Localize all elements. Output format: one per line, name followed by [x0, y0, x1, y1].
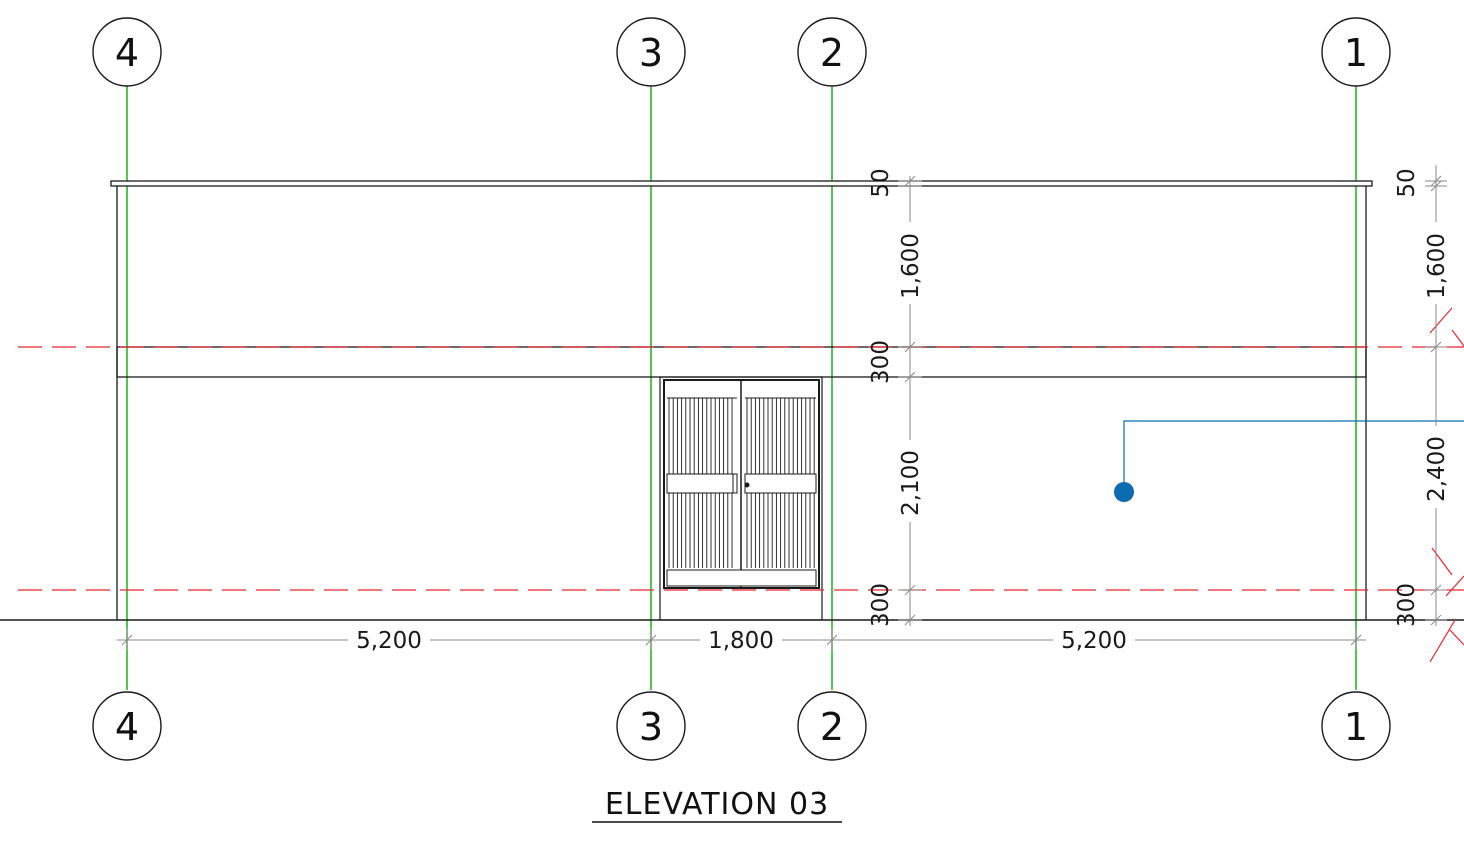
vdim-right-label-1600: 1,600 [1424, 233, 1450, 299]
hdim-slash-4 [121, 634, 133, 646]
vdim-right-slash-a [1430, 175, 1442, 187]
level-marker-low [1429, 619, 1456, 663]
drawing-title-block: ELEVATION 03 [592, 787, 842, 823]
door-bottom-rail [666, 569, 817, 587]
vdim-mid-bg-1600 [895, 222, 925, 304]
hdim-bg-2 [700, 626, 782, 652]
hdim-slash-1 [1350, 634, 1362, 646]
level-marker-mid [1431, 547, 1453, 576]
vdim-right-slash-b [1430, 180, 1442, 192]
hdim-label-2: 1,800 [708, 628, 774, 654]
grid-bubble-top-2[interactable]: 2 [797, 17, 867, 87]
grid-label: 1 [1344, 31, 1368, 75]
door-handle-plate [732, 473, 738, 494]
grid-bubble-bottom-4[interactable]: 4 [92, 691, 162, 761]
grid-bubble-bottom-2[interactable]: 2 [797, 691, 867, 761]
grid-bubble-top-3[interactable]: 3 [616, 17, 686, 87]
door-knob [744, 482, 750, 488]
vertical-dim-labels-mid: 50 1,600 300 2,100 300 [868, 168, 925, 627]
grid-bubble-top-4[interactable]: 4 [92, 17, 162, 87]
bubble-circle [797, 691, 867, 761]
bubble-circle [1321, 691, 1391, 761]
roof-cap [110, 180, 1373, 187]
vdim-mid-slash-d [904, 584, 916, 596]
vdim-mid-label-1600: 1,600 [898, 233, 924, 299]
hdim-label-3: 5,200 [1061, 628, 1127, 654]
grid-bubbles-top: 4 3 2 1 [92, 17, 1391, 87]
level-marker-upper-b [1451, 329, 1464, 347]
hdim-bg-1 [348, 626, 430, 652]
hdim-slash-3 [645, 634, 657, 646]
grid-lines [126, 86, 1357, 690]
vdim-right-label-300: 300 [1394, 583, 1420, 627]
grid-label: 4 [115, 31, 139, 75]
grid-label: 3 [639, 705, 663, 749]
vdim-mid-bg-2100 [895, 440, 925, 522]
grid-label: 3 [639, 31, 663, 75]
door-opening [659, 376, 823, 621]
hdim-bg-3 [1053, 626, 1135, 652]
double-door [659, 376, 823, 621]
vdim-right-bg-2400 [1421, 426, 1451, 508]
level-marker-upper [1429, 307, 1453, 334]
bubble-circle [616, 691, 686, 761]
vdim-right-label-50: 50 [1394, 168, 1420, 197]
bubble-circle [1321, 17, 1391, 87]
vdim-right-bg-1600 [1421, 222, 1451, 304]
level-marker-low-b [1449, 629, 1464, 646]
vdim-right-slash-c [1430, 341, 1442, 353]
level-marker-mid-b [1445, 575, 1464, 597]
bubble-circle [92, 17, 162, 87]
door-vertical-slats [667, 397, 816, 568]
vertical-dim-labels-right: 50 1,600 2,400 300 [1394, 168, 1451, 627]
vdim-mid-slash-c [904, 371, 916, 383]
grid-bubble-bottom-1[interactable]: 1 [1321, 691, 1391, 761]
grid-bubble-top-1[interactable]: 1 [1321, 17, 1391, 87]
grid-bubble-bottom-3[interactable]: 3 [616, 691, 686, 761]
vdim-right-slash-e [1430, 614, 1442, 626]
vdim-mid-slash-e [904, 614, 916, 626]
horizontal-dim-labels: 5,200 1,800 5,200 [348, 626, 1135, 654]
grid-label: 4 [115, 705, 139, 749]
annotation-leader [1114, 420, 1464, 502]
grid-bubbles-bottom: 4 3 2 1 [92, 691, 1391, 761]
drawing-title: ELEVATION 03 [605, 787, 829, 822]
vdim-mid-slash-a [904, 175, 916, 187]
level-markers [1429, 307, 1464, 663]
grid-label: 2 [820, 31, 844, 75]
door-mid-rail-right [744, 473, 817, 494]
vdim-mid-slash-b [904, 341, 916, 353]
vdim-mid-label-300-lower: 300 [868, 583, 894, 627]
vdim-right-slash-d [1430, 584, 1442, 596]
hdim-label-1: 5,200 [356, 628, 422, 654]
vdim-mid-label-2100: 2,100 [898, 450, 924, 516]
bubble-circle [616, 17, 686, 87]
vdim-right-label-2400: 2,400 [1424, 436, 1450, 502]
grid-label: 2 [820, 705, 844, 749]
bubble-circle [92, 691, 162, 761]
grid-label: 1 [1344, 705, 1368, 749]
vdim-mid-label-300-upper: 300 [868, 340, 894, 384]
door-mid-rail-left [666, 473, 738, 494]
leader-dot[interactable] [1114, 482, 1134, 502]
level-lines [18, 346, 1464, 591]
bubble-circle [797, 17, 867, 87]
leader-line [1123, 420, 1464, 492]
vdim-mid-label-50: 50 [868, 168, 894, 197]
hdim-slash-2 [826, 634, 838, 646]
beam-band [116, 346, 1367, 378]
